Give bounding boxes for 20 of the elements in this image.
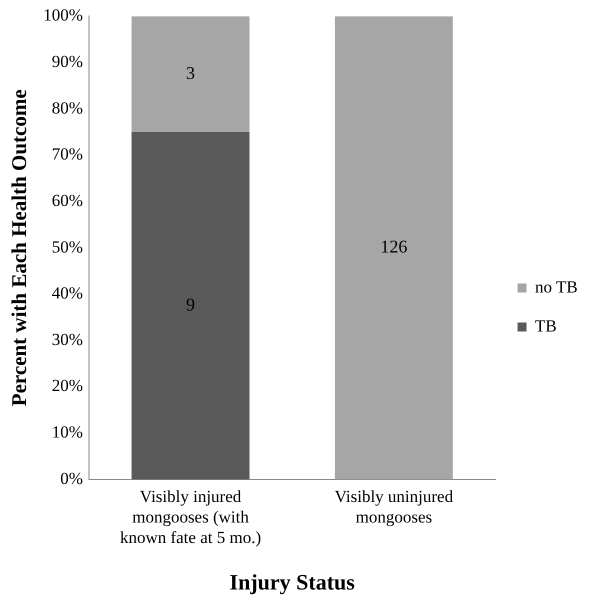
annotation: 126 [380,236,408,257]
y-tick-label: 50% [52,237,83,256]
annotation: 3 [186,62,196,83]
legend-label: no TB [535,277,578,296]
y-axis-title: Percent with Each Health Outcome [7,89,32,406]
annotation: 9 [186,294,196,314]
y-tick-label: 80% [52,98,83,118]
y-tick-label: 100% [43,6,83,25]
y-tick-label: 20% [52,376,83,396]
x-axis-title: Injury Status [230,569,356,594]
x-tick-label: Visibly uninjured mongooses [334,487,454,526]
y-tick-label: 10% [52,422,83,442]
x-tick-label: Visibly injured mongooses (with known fate at 5 mo.) [120,487,262,547]
y-tick-label: 90% [52,52,83,71]
y-tick-label: 0% [60,468,83,488]
legend-label: TB [535,316,557,336]
y-tick-label: 30% [52,330,83,349]
y-tick-label: 60% [52,190,83,210]
y-tick-label: 70% [52,144,83,164]
y-tick-label: 40% [52,284,83,303]
